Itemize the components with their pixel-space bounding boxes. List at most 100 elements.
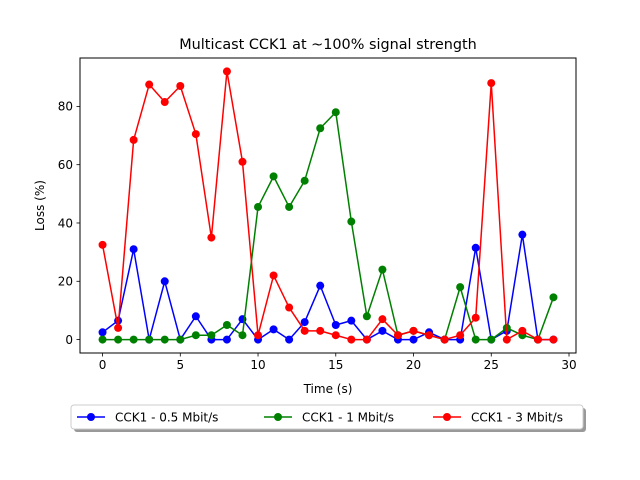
data-point	[456, 283, 465, 292]
data-point	[129, 335, 138, 344]
legend-swatch-marker	[87, 413, 95, 421]
x-tick-label: 10	[250, 358, 265, 372]
data-point	[98, 240, 107, 249]
data-point	[98, 328, 107, 337]
data-point	[347, 316, 356, 325]
data-point	[222, 67, 231, 76]
series-layer	[98, 67, 558, 344]
data-point	[145, 335, 154, 344]
data-point	[533, 335, 542, 344]
data-point	[409, 326, 418, 335]
data-point	[316, 326, 325, 335]
data-point	[160, 335, 169, 344]
legend-entry: CCK1 - 3 Mbit/s	[433, 410, 563, 424]
x-tick-label: 20	[406, 358, 421, 372]
data-point	[176, 81, 185, 90]
legend-label: CCK1 - 0.5 Mbit/s	[115, 410, 218, 424]
data-point	[176, 335, 185, 344]
data-point	[285, 303, 294, 312]
data-point	[269, 325, 278, 334]
data-point	[347, 217, 356, 226]
data-point	[378, 265, 387, 274]
data-point	[487, 79, 496, 88]
data-point	[129, 135, 138, 144]
data-point	[222, 335, 231, 344]
y-tick-label: 60	[58, 158, 73, 172]
series-line	[102, 233, 554, 341]
legend-entry: CCK1 - 1 Mbit/s	[264, 410, 394, 424]
data-point	[269, 271, 278, 280]
legend-swatch-marker	[274, 413, 282, 421]
data-point	[471, 335, 480, 344]
data-point	[316, 281, 325, 290]
data-point	[160, 277, 169, 286]
y-tick-label: 0	[65, 333, 73, 347]
x-tick-label: 25	[484, 358, 499, 372]
data-point	[254, 331, 263, 340]
data-point	[114, 323, 123, 332]
legend-box	[70, 404, 584, 430]
x-axis-label: Time (s)	[303, 382, 353, 396]
data-point	[549, 335, 558, 344]
y-tick-label: 20	[58, 275, 73, 289]
data-point	[98, 335, 107, 344]
legend-label: CCK1 - 1 Mbit/s	[302, 410, 394, 424]
data-point	[518, 326, 527, 335]
legend-entry: CCK1 - 0.5 Mbit/s	[77, 410, 218, 424]
x-tick-label: 30	[561, 358, 576, 372]
series-1	[98, 108, 558, 344]
data-point	[425, 331, 434, 340]
data-point	[487, 335, 496, 344]
chart-title: Multicast CCK1 at ~100% signal strength	[179, 37, 476, 53]
data-point	[393, 331, 402, 340]
data-point	[222, 321, 231, 330]
data-point	[207, 331, 216, 340]
y-axis-label: Loss (%)	[33, 180, 47, 231]
legend: CCK1 - 0.5 Mbit/s CCK1 - 1 Mbit/s CCK1 - 3…	[70, 404, 586, 432]
x-tick-label: 15	[328, 358, 343, 372]
data-point	[549, 293, 558, 302]
data-point	[362, 335, 371, 344]
data-point	[191, 312, 200, 321]
data-point	[456, 331, 465, 340]
data-point	[378, 326, 387, 335]
x-tick-label: 0	[99, 358, 107, 372]
y-tick-label: 40	[58, 216, 73, 230]
data-point	[300, 326, 309, 335]
data-point	[238, 331, 247, 340]
legend-label: CCK1 - 3 Mbit/s	[471, 410, 563, 424]
data-point	[331, 321, 340, 330]
x-axis: 0 5 10 15 20 25 30	[99, 353, 577, 372]
data-point	[362, 312, 371, 321]
data-point	[331, 108, 340, 117]
series-2	[98, 67, 558, 344]
data-point	[285, 335, 294, 344]
data-point	[409, 335, 418, 344]
data-point	[331, 331, 340, 340]
data-point	[300, 176, 309, 185]
data-point	[347, 335, 356, 344]
plot-frame	[79, 57, 577, 354]
data-point	[440, 335, 449, 344]
data-point	[145, 80, 154, 89]
data-point	[502, 335, 511, 344]
data-point	[316, 124, 325, 133]
data-point	[191, 331, 200, 340]
data-point	[254, 202, 263, 211]
data-point	[160, 98, 169, 107]
series-0	[98, 230, 558, 344]
y-tick-label: 80	[58, 100, 73, 114]
legend-swatch-marker	[443, 413, 451, 421]
data-point	[269, 172, 278, 181]
x-tick-label: 5	[176, 358, 184, 372]
data-point	[114, 335, 123, 344]
data-point	[191, 130, 200, 139]
data-point	[300, 318, 309, 327]
data-point	[518, 230, 527, 239]
data-point	[471, 243, 480, 252]
data-point	[207, 233, 216, 242]
data-point	[129, 245, 138, 254]
data-point	[471, 313, 480, 322]
data-point	[285, 202, 294, 211]
